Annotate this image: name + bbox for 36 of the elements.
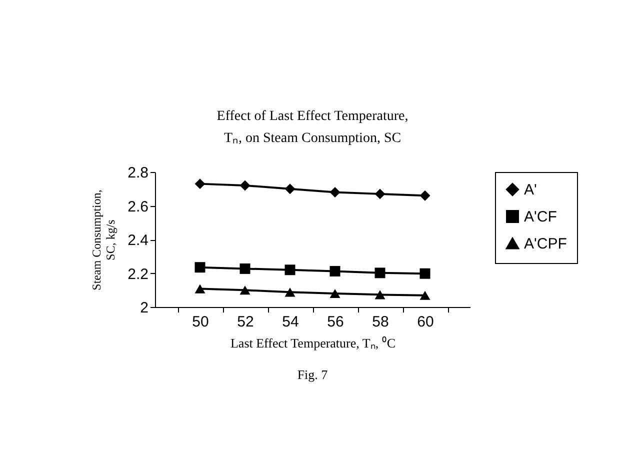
x-tick-label: 60 [417, 314, 434, 330]
y-tick-label: 2.8 [128, 164, 148, 182]
y-tick-label: 2.2 [128, 266, 148, 283]
chart-title: Effect of Last Effect Temperature, Tₙ, on Steam Consumption, SC [216, 109, 408, 146]
point [420, 190, 430, 201]
point [420, 290, 430, 300]
point [194, 284, 206, 294]
x-tick-label: 56 [327, 314, 344, 330]
legend-label: A'CPF [524, 236, 567, 252]
point [374, 188, 386, 200]
point [240, 180, 250, 191]
x-tick-label: 58 [372, 314, 389, 330]
point [284, 288, 296, 297]
y-tick-label: 2.6 [128, 198, 148, 216]
point [194, 262, 206, 273]
x-tick-label: 50 [192, 314, 209, 330]
point [240, 286, 250, 295]
point [194, 178, 206, 190]
caption: Fig. 7 [297, 367, 328, 382]
point [284, 264, 296, 276]
point [330, 288, 340, 298]
legend-label: A'CF [524, 208, 557, 226]
x-tick-label: 52 [237, 314, 254, 330]
legend-label: A' [524, 182, 538, 198]
point [374, 268, 386, 278]
y-axis-title: Steam Consumption, SC, kg/s [90, 190, 118, 290]
point [284, 184, 296, 194]
x-axis-title: Last Effect Temperature, Tₙ, ⁰C [230, 336, 396, 350]
y-tick-label: 2 [140, 300, 148, 316]
point [330, 266, 340, 276]
x-tick-label: 54 [282, 314, 299, 330]
point [330, 187, 340, 198]
point [420, 268, 430, 279]
point [374, 290, 386, 300]
point [240, 263, 250, 274]
y-tick-label: 2.4 [128, 232, 148, 249]
